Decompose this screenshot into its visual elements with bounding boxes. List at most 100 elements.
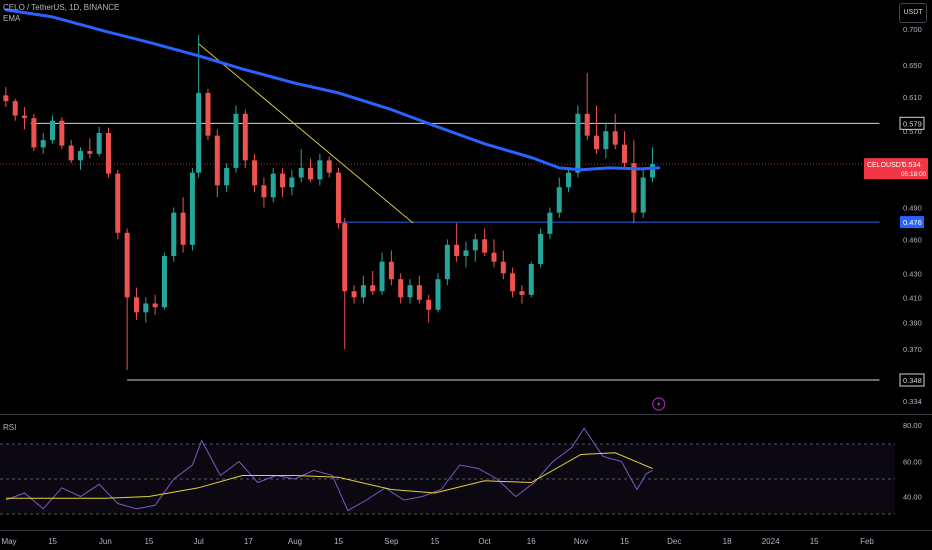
candle-body (161, 256, 167, 308)
time-tick-label: Sep (384, 537, 399, 546)
candle-body (351, 291, 357, 298)
price-tick-label: 0.650 (903, 61, 922, 70)
current-price-countdown: 05:18:00 (901, 171, 927, 178)
candle-2023-05-18 (59, 117, 65, 150)
candle-body (12, 101, 18, 116)
candle-body (640, 177, 646, 213)
candle-body (482, 239, 488, 253)
candle-2023-08-03 (298, 149, 304, 183)
candle-2023-09-28 (472, 233, 478, 262)
candle-body (491, 252, 497, 262)
candle-body (528, 264, 534, 295)
candle-2023-06-26 (180, 197, 186, 253)
candle-2023-07-10 (224, 163, 230, 193)
candle-body (556, 187, 562, 213)
ema-line[interactable] (4, 8, 661, 172)
candle-2023-05-27 (87, 138, 93, 159)
time-tick-label: Oct (478, 537, 491, 546)
candle-body (261, 185, 267, 198)
candle-body (650, 164, 655, 178)
candle-body (547, 212, 553, 234)
level-upper-label: 0.579 (903, 119, 922, 128)
candle-2023-07-04 (205, 88, 211, 141)
candle-2023-07-31 (289, 169, 295, 196)
candle-body (189, 172, 195, 245)
candle-body (463, 250, 469, 257)
candle-2023-05-21 (68, 140, 74, 164)
candle-2023-11-18 (631, 140, 637, 224)
candle-2023-07-07 (214, 129, 220, 198)
candle-body (454, 244, 460, 257)
candle-2023-11-09 (603, 122, 609, 159)
level-low-label-box (899, 373, 925, 387)
candle-2023-06-23 (171, 207, 177, 262)
time-tick-label: 15 (144, 537, 153, 546)
candle-body (379, 261, 385, 292)
candle-2023-11-06 (594, 105, 600, 154)
candle-2023-09-10 (416, 275, 422, 304)
candle-body (87, 151, 93, 154)
candle-2023-08-12 (326, 156, 332, 178)
candle-body (426, 299, 432, 310)
candle-body (435, 279, 441, 310)
candle-body (575, 113, 581, 173)
candle-2023-07-13 (233, 105, 239, 173)
candle-2023-07-16 (242, 109, 248, 168)
level-upper-label-box (899, 116, 925, 130)
candle-body (252, 160, 258, 186)
candle-body (360, 285, 366, 298)
candle-body (612, 131, 618, 145)
candle-2023-06-05 (115, 169, 121, 240)
rsi-tick-label: 40.00 (903, 493, 922, 502)
candle-2023-05-15 (50, 115, 56, 144)
time-tick-label: 17 (244, 537, 253, 546)
price-tick-label: 0.430 (903, 269, 922, 278)
candle-2023-10-04 (491, 239, 497, 268)
candle-body (270, 173, 276, 198)
candle-2023-05-09 (31, 113, 37, 152)
candle-2023-10-31 (575, 105, 581, 178)
candle-body (133, 297, 139, 313)
candle-body (594, 135, 600, 150)
candle-body (40, 140, 46, 148)
candle-2023-05-30 (96, 126, 102, 157)
descending-trendline[interactable] (198, 43, 414, 224)
candle-body (317, 160, 323, 180)
candle-2023-05-03 (12, 98, 18, 121)
candle-2023-09-25 (463, 241, 469, 268)
rsi-indicator-label[interactable]: RSI (3, 423, 17, 432)
candle-body (444, 244, 450, 280)
candle-body (180, 212, 186, 245)
candle-2023-05-06 (22, 107, 28, 130)
candle-2023-10-25 (556, 177, 562, 218)
candle-2023-07-01 (196, 34, 202, 178)
candle-body (171, 212, 177, 257)
price-tick-label: 0.390 (903, 319, 922, 328)
candle-body (3, 95, 9, 102)
candle-2023-05-24 (78, 147, 83, 170)
candle-2023-09-04 (398, 273, 404, 304)
currency-unit-button[interactable]: USDT (899, 3, 927, 23)
candle-body (224, 167, 230, 186)
candle-2023-11-15 (622, 131, 628, 168)
candle-2023-08-29 (379, 252, 385, 295)
time-tick-label: Aug (288, 537, 302, 546)
time-tick-label: May (1, 537, 16, 546)
time-tick-label: 2024 (762, 537, 780, 546)
lightning-icon[interactable] (652, 397, 666, 411)
candle-body (510, 273, 516, 292)
time-tick-label: 18 (723, 537, 732, 546)
rsi-line[interactable] (5, 427, 653, 512)
rsi-ma-line[interactable] (5, 452, 653, 499)
candle-2023-09-19 (444, 239, 450, 286)
candle-2023-07-25 (270, 167, 276, 203)
candle-2023-07-19 (252, 153, 258, 193)
price-tick-label: 0.334 (903, 397, 922, 406)
candle-2023-09-22 (454, 223, 460, 262)
candle-2023-10-22 (547, 207, 553, 240)
candle-2023-05-12 (40, 132, 46, 154)
ema-indicator-label[interactable]: EMA (3, 14, 21, 23)
symbol-title: CELO / TetherUS, 1D, BINANCE (3, 3, 120, 12)
candle-2023-06-02 (105, 127, 111, 178)
